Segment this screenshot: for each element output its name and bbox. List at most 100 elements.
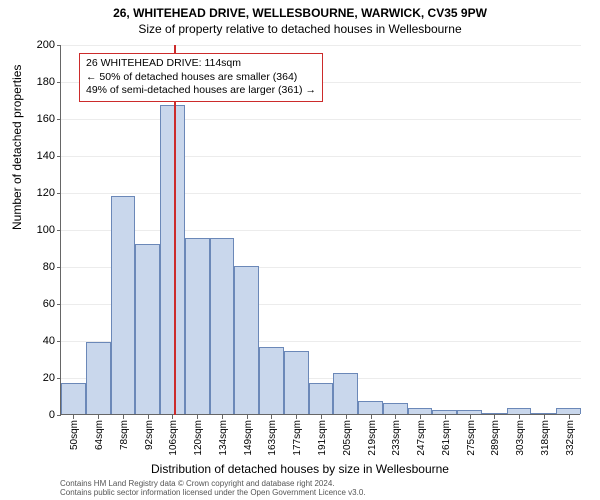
xtick-mark: [247, 415, 248, 419]
histogram-bar: [210, 238, 235, 414]
xtick-label: 120sqm: [193, 420, 204, 456]
histogram-bar: [531, 413, 556, 414]
xtick-label: 163sqm: [267, 420, 278, 456]
ytick-label: 120: [25, 187, 55, 199]
xtick-mark: [346, 415, 347, 419]
histogram-bar: [135, 244, 160, 414]
gridline: [61, 119, 581, 120]
xtick-label: 50sqm: [69, 420, 80, 450]
ytick-label: 40: [25, 335, 55, 347]
xtick-label: 233sqm: [391, 420, 402, 456]
histogram-bar: [160, 105, 185, 414]
xtick-label: 64sqm: [94, 420, 105, 450]
gridline: [61, 230, 581, 231]
xtick-label: 106sqm: [168, 420, 179, 456]
footer-attribution: Contains HM Land Registry data © Crown c…: [60, 479, 366, 498]
xtick-label: 134sqm: [218, 420, 229, 456]
histogram-bar: [111, 196, 136, 414]
gridline: [61, 45, 581, 46]
gridline: [61, 193, 581, 194]
histogram-bar: [61, 383, 86, 414]
xtick-mark: [445, 415, 446, 419]
y-axis-label: Number of detached properties: [10, 65, 24, 230]
histogram-bar: [482, 413, 507, 414]
xtick-label: 247sqm: [416, 420, 427, 456]
x-axis-label: Distribution of detached houses by size …: [0, 462, 600, 476]
annotation-line: 49% of semi-detached houses are larger (…: [86, 84, 316, 98]
xtick-mark: [98, 415, 99, 419]
histogram-bar: [457, 410, 482, 414]
xtick-mark: [296, 415, 297, 419]
ytick-label: 0: [25, 409, 55, 421]
histogram-bar: [284, 351, 309, 414]
xtick-mark: [371, 415, 372, 419]
histogram-bar: [358, 401, 383, 414]
xtick-label: 275sqm: [466, 420, 477, 456]
xtick-label: 303sqm: [515, 420, 526, 456]
ytick-mark: [57, 304, 61, 305]
xtick-mark: [148, 415, 149, 419]
xtick-mark: [123, 415, 124, 419]
xtick-mark: [73, 415, 74, 419]
xtick-label: 177sqm: [292, 420, 303, 456]
xtick-mark: [321, 415, 322, 419]
ytick-label: 160: [25, 113, 55, 125]
ytick-label: 180: [25, 76, 55, 88]
histogram-bar: [432, 410, 457, 414]
xtick-label: 205sqm: [342, 420, 353, 456]
ytick-mark: [57, 267, 61, 268]
xtick-mark: [470, 415, 471, 419]
xtick-label: 78sqm: [119, 420, 130, 450]
histogram-bar: [185, 238, 210, 414]
xtick-mark: [172, 415, 173, 419]
ytick-mark: [57, 230, 61, 231]
ytick-mark: [57, 415, 61, 416]
xtick-mark: [222, 415, 223, 419]
xtick-mark: [544, 415, 545, 419]
histogram-bar: [86, 342, 111, 414]
histogram-bar: [309, 383, 334, 414]
ytick-label: 200: [25, 39, 55, 51]
ytick-label: 60: [25, 298, 55, 310]
xtick-label: 219sqm: [367, 420, 378, 456]
xtick-mark: [395, 415, 396, 419]
footer-line-1: Contains HM Land Registry data © Crown c…: [60, 479, 366, 489]
histogram-bar: [333, 373, 358, 414]
xtick-mark: [271, 415, 272, 419]
xtick-mark: [494, 415, 495, 419]
ytick-label: 80: [25, 261, 55, 273]
ytick-mark: [57, 156, 61, 157]
chart-area: 02040608010012014016018020050sqm64sqm78s…: [60, 45, 580, 415]
ytick-label: 100: [25, 224, 55, 236]
xtick-mark: [519, 415, 520, 419]
annotation-line: 26 WHITEHEAD DRIVE: 114sqm: [86, 57, 316, 71]
ytick-mark: [57, 193, 61, 194]
annotation-line: ← 50% of detached houses are smaller (36…: [86, 71, 316, 85]
xtick-label: 191sqm: [317, 420, 328, 456]
ytick-mark: [57, 341, 61, 342]
annotation-box: 26 WHITEHEAD DRIVE: 114sqm← 50% of detac…: [79, 53, 323, 102]
histogram-bar: [234, 266, 259, 414]
histogram-bar: [556, 408, 581, 414]
xtick-mark: [420, 415, 421, 419]
footer-line-2: Contains public sector information licen…: [60, 488, 366, 498]
xtick-label: 149sqm: [243, 420, 254, 456]
ytick-mark: [57, 45, 61, 46]
xtick-mark: [197, 415, 198, 419]
ytick-label: 20: [25, 372, 55, 384]
gridline: [61, 156, 581, 157]
histogram-bar: [383, 403, 408, 414]
ytick-mark: [57, 119, 61, 120]
xtick-label: 261sqm: [441, 420, 452, 456]
plot-region: 02040608010012014016018020050sqm64sqm78s…: [60, 45, 580, 415]
histogram-bar: [408, 408, 433, 414]
ytick-mark: [57, 378, 61, 379]
xtick-label: 92sqm: [144, 420, 155, 450]
chart-subtitle: Size of property relative to detached ho…: [0, 20, 600, 36]
xtick-label: 318sqm: [540, 420, 551, 456]
ytick-label: 140: [25, 150, 55, 162]
xtick-label: 332sqm: [565, 420, 576, 456]
chart-title: 26, WHITEHEAD DRIVE, WELLESBOURNE, WARWI…: [0, 0, 600, 20]
ytick-mark: [57, 82, 61, 83]
xtick-label: 289sqm: [490, 420, 501, 456]
